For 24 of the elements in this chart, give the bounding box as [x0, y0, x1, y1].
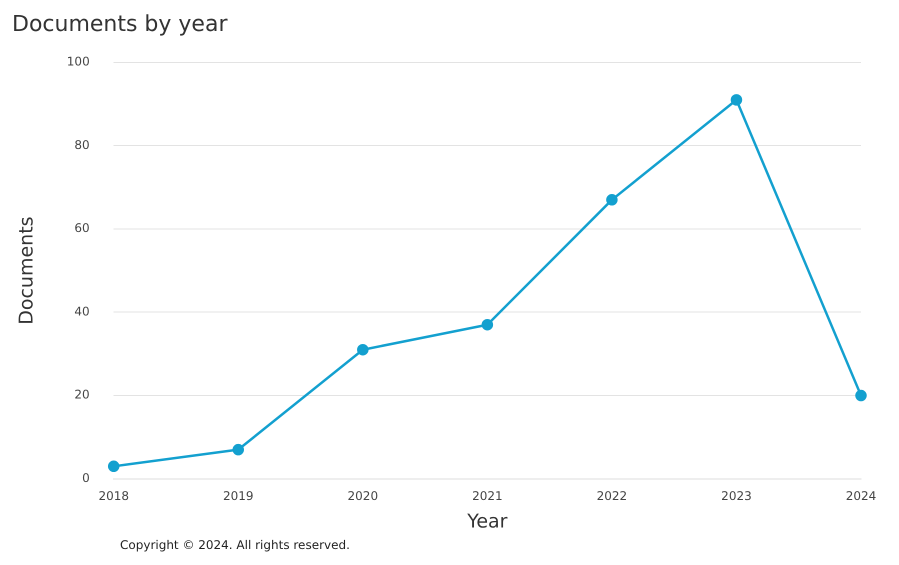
y-tick-label: 0 — [82, 470, 90, 485]
x-tick-label: 2021 — [472, 489, 503, 504]
text: Copyright © 2024. All rights reserved. — [120, 538, 351, 552]
y-tick-label: 40 — [74, 304, 90, 318]
y-axis-title: Documents — [15, 216, 38, 325]
point — [482, 318, 494, 330]
x-axis-title: Year — [466, 510, 508, 533]
x-tick-label: 2023 — [721, 489, 752, 504]
point — [855, 390, 867, 402]
y-tick-label: 60 — [74, 221, 90, 236]
point — [357, 344, 369, 356]
y-tick-label: 20 — [74, 388, 90, 402]
point — [232, 444, 244, 456]
x-tick-label: 2019 — [222, 489, 254, 504]
x-tick-label: 2022 — [596, 489, 628, 504]
x-tick-label: 2020 — [348, 489, 378, 504]
chart-title: Documents by year — [12, 12, 228, 37]
y-tick-label: 100 — [66, 54, 90, 69]
point — [730, 94, 742, 106]
point — [606, 194, 618, 206]
x-tick-label: 2018 — [98, 489, 129, 504]
y-tick-label: 80 — [74, 138, 90, 152]
x-tick-label: 2024 — [846, 489, 876, 504]
point — [108, 460, 120, 472]
